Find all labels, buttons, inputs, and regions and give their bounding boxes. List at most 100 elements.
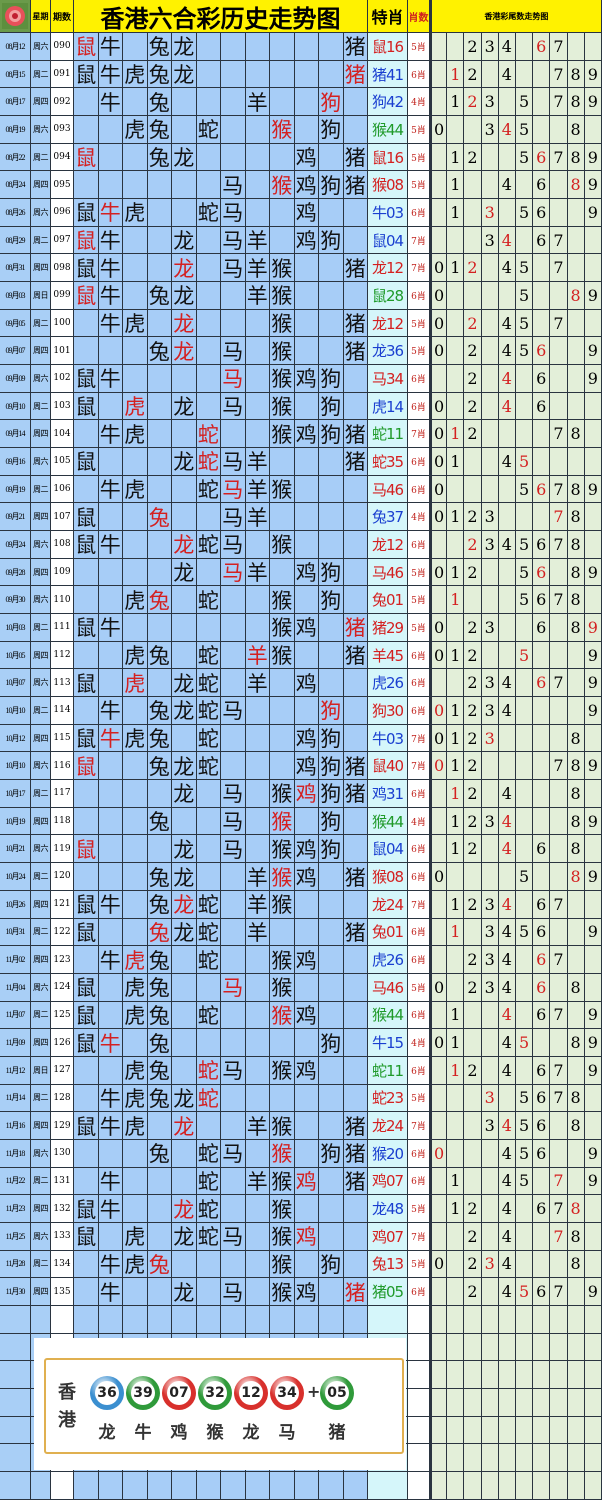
zodiac-empty [196,309,221,338]
tail-digit: 3 [481,503,499,532]
row-count: 7肖 [408,254,430,283]
zodiac-empty [294,1195,319,1223]
empty-cell [147,1305,172,1334]
zodiac-empty [123,1029,148,1057]
zodiac-empty [343,226,368,255]
zodiac-empty [147,614,172,642]
zodiac-mark: 鼠 [74,503,99,532]
tail-empty [584,254,602,283]
zodiac-empty [98,337,123,366]
zodiac-empty [270,226,295,255]
zodiac-empty [245,171,270,200]
zodiac-empty [123,835,148,864]
tail-empty [584,835,602,864]
zodiac-mark: 龙 [172,890,197,919]
row-special: 龙48 [368,1195,408,1223]
zodiac-mark: 牛 [98,226,123,255]
zodiac-mark: 鼠 [74,614,99,642]
zodiac-empty [343,1029,368,1057]
zodiac-mark: 兔 [147,1084,172,1113]
row-period: 104 [51,420,74,449]
zodiac-empty [343,890,368,919]
row-date: 09月10 [0,392,31,421]
zodiac-mark: 猴 [270,641,295,670]
tail-digit: 2 [464,531,482,559]
zodiac-mark: 蛇 [196,1139,221,1168]
row-count: 5肖 [408,1250,430,1279]
row-date: 11月09 [0,1029,31,1057]
tail-empty [515,392,534,421]
row-count: 6肖 [408,365,430,393]
zodiac-mark: 鼠 [74,282,99,310]
empty-cell [515,1305,534,1334]
tail-empty [464,282,482,310]
tail-empty [481,254,499,283]
row-date: 11月30 [0,1278,31,1306]
row-weekday: 周二 [31,614,51,642]
zodiac-empty [196,863,221,891]
tail-empty [550,780,568,808]
zodiac-empty [123,752,148,781]
tail-digit: 4 [498,918,516,947]
tail-digit: 6 [533,1112,551,1140]
tail-digit: 3 [481,226,499,255]
empty-cell [498,1333,516,1362]
tail-empty [481,420,499,449]
tail-digit: 5 [515,1139,534,1168]
empty-cell [0,1388,31,1417]
empty-cell [343,1471,368,1500]
zodiac-mark: 猴 [270,586,295,615]
row-special: 龙12 [368,309,408,338]
empty-cell [481,1471,499,1500]
tail-empty [481,143,499,172]
tail-digit: 6 [533,669,551,698]
zodiac-mark: 牛 [98,946,123,974]
zodiac-empty [319,60,344,89]
tail-empty [533,780,551,808]
row-date: 08月22 [0,143,31,172]
zodiac-empty [319,918,344,947]
row-special: 兔37 [368,503,408,532]
zodiac-empty [245,807,270,836]
row-count: 6肖 [408,199,430,227]
zodiac-mark: 马 [221,835,246,864]
row-special: 羊45 [368,641,408,670]
ball-number: 39 [131,1381,155,1405]
zodiac-empty [270,503,295,532]
tail-digit: 3 [481,890,499,919]
zodiac-empty [221,946,246,974]
zodiac-empty [270,199,295,227]
zodiac-empty [172,1029,197,1057]
row-period: 095 [51,171,74,200]
zodiac-mark: 马 [221,531,246,559]
zodiac-empty [270,1084,295,1113]
zodiac-empty [319,282,344,310]
zodiac-empty [196,337,221,366]
tail-digit: 4 [498,448,516,476]
empty-cell [550,1416,568,1445]
tail-empty [464,1112,482,1140]
zodiac-empty [196,835,221,864]
zodiac-empty [147,780,172,808]
zodiac-mark: 猪 [343,1278,368,1306]
zodiac-empty [123,1167,148,1196]
row-weekday: 周二 [31,1250,51,1279]
zodiac-empty [270,60,295,89]
tail-digit: 3 [481,697,499,725]
tail-empty [550,614,568,642]
zodiac-mark: 龙 [172,282,197,310]
zodiac-empty [74,309,99,338]
row-special: 龙36 [368,337,408,366]
tail-empty [481,1222,499,1251]
tail-digit: 4 [498,392,516,421]
tail-empty [498,752,516,781]
tail-digit: 6 [533,558,551,587]
zodiac-empty [294,60,319,89]
tail-empty [515,1001,534,1030]
empty-cell [408,1388,430,1417]
row-count: 6肖 [408,531,430,559]
zodiac-mark: 猪 [343,337,368,366]
tail-empty [447,226,465,255]
empty-cell [498,1305,516,1334]
